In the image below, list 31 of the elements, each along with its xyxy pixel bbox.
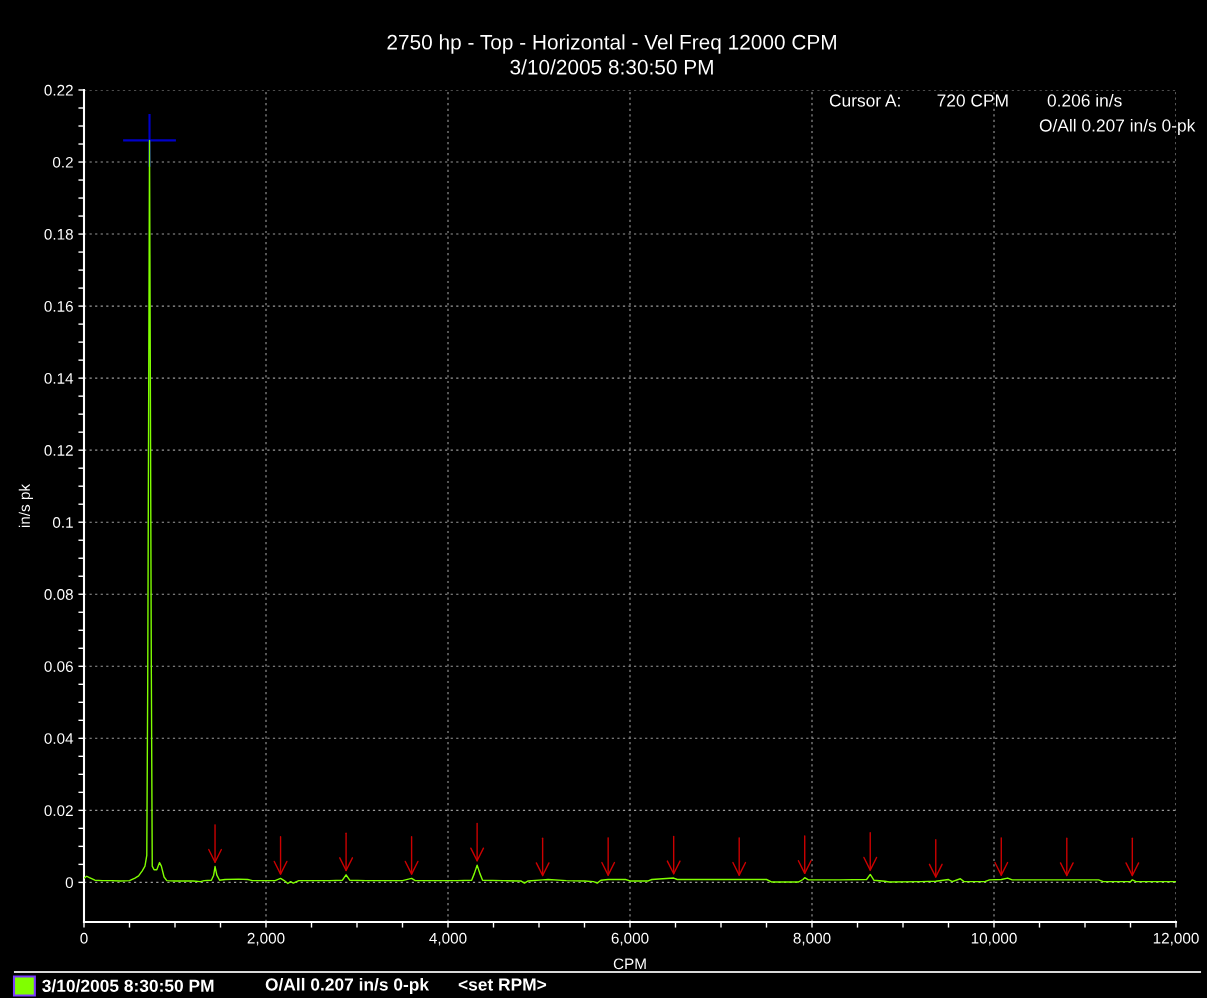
annotation: O/All 0.207 in/s 0-pk xyxy=(1039,118,1196,136)
legend-label: 3/10/2005 8:30:50 PM xyxy=(42,979,214,993)
y-tick-label: 0.08 xyxy=(44,589,73,600)
line-series xyxy=(84,139,1176,885)
chart-title: 2750 hp - Top - Horizontal - Vel Freq 12000 CPM xyxy=(387,34,836,54)
y-tick-label: 0.2 xyxy=(52,156,73,168)
y-tick-label: 0.22 xyxy=(44,84,73,96)
y-tick-label: 0.04 xyxy=(44,733,74,744)
x-tick-label: 6,000 xyxy=(611,932,649,946)
y-tick-label: 0.18 xyxy=(44,228,73,240)
y-axis-title: in/s pk xyxy=(18,483,33,528)
y-tick-label: 0.14 xyxy=(44,373,74,384)
x-tick-label: 12,000 xyxy=(1153,932,1199,946)
text: O/All 0.207 in/s 0-pk xyxy=(265,977,430,995)
y-tick-label: 0.12 xyxy=(44,445,73,456)
x-tick-label: 0 xyxy=(80,932,88,944)
text: <set RPM> xyxy=(458,978,547,991)
annotation: 0.206 in/s xyxy=(1047,93,1122,107)
y-tick-label: 0.06 xyxy=(44,661,73,672)
annotation: Cursor A: xyxy=(829,94,900,107)
chart-subtitle: 3/10/2005 8:30:50 PM xyxy=(510,59,713,75)
y-tick-label: 0.1 xyxy=(52,517,73,528)
x-tick-label: 10,000 xyxy=(971,932,1017,946)
x-tick-label: 2,000 xyxy=(247,932,285,946)
y-tick-label: 0.16 xyxy=(44,300,73,312)
y-tick-label: 0 xyxy=(65,877,73,889)
x-axis-title: CPM xyxy=(613,958,646,970)
x-tick-label: 8,000 xyxy=(793,932,831,946)
annotation: 720 CPM xyxy=(937,94,1008,107)
x-tick-label: 4,000 xyxy=(429,932,467,946)
y-tick-label: 0.02 xyxy=(44,805,73,817)
